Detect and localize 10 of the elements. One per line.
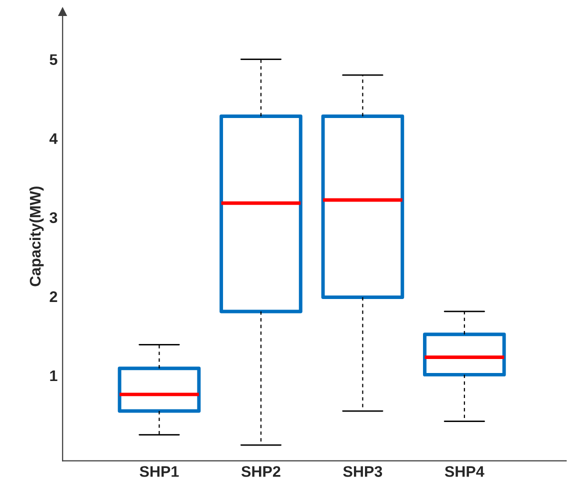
x-tick-label: SHP4 bbox=[444, 466, 484, 477]
y-tick-label: 2 bbox=[50, 291, 58, 302]
x-tick-label: SHP2 bbox=[241, 466, 280, 477]
y-tick-label: 4 bbox=[49, 133, 58, 144]
y-tick-label: 5 bbox=[50, 54, 58, 65]
x-tick-label: SHP3 bbox=[343, 466, 382, 477]
y-axis-title: Capacity(MW) bbox=[29, 186, 44, 286]
y-tick-label: 3 bbox=[50, 212, 58, 224]
x-tick-label: SHP1 bbox=[140, 466, 179, 477]
y-tick-label: 1 bbox=[50, 370, 58, 382]
